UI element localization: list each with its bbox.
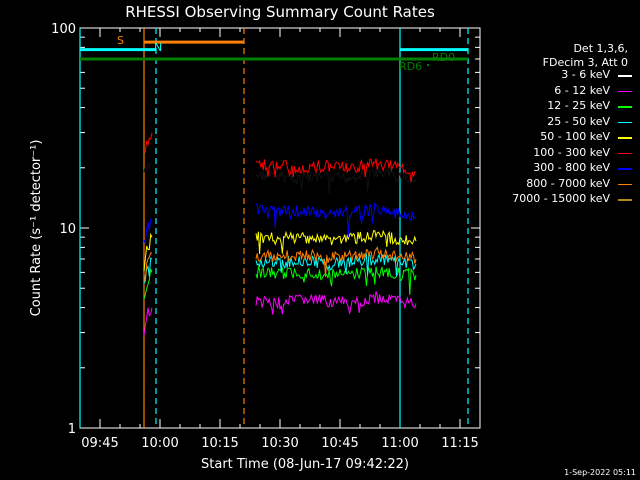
series-trace <box>143 252 153 283</box>
series-trace <box>255 291 417 315</box>
legend-header-line: FDecim 3, Att 0 <box>542 56 628 69</box>
legend-entry: 6 - 12 keV <box>486 84 638 99</box>
legend-entry-swatch <box>618 168 632 170</box>
legend-entry: 300 - 800 keV <box>486 161 638 176</box>
series-trace <box>255 252 417 277</box>
legend-entry: 3 - 6 keV <box>486 68 638 83</box>
series-300to800keV <box>143 202 417 244</box>
legend-entry-swatch <box>618 90 632 92</box>
flag-label-s: S <box>117 34 124 47</box>
legend-entry-label: 100 - 300 keV <box>533 145 610 159</box>
series-trace <box>143 218 153 244</box>
legend-entry: 25 - 50 keV <box>486 115 638 130</box>
y-axis-label: Count Rate (s⁻¹ detector⁻¹) <box>29 140 44 317</box>
chart-title: RHESSI Observing Summary Count Rates <box>125 3 435 21</box>
series-trace <box>255 167 417 194</box>
legend-entry-label: 7000 - 15000 keV <box>512 192 610 205</box>
series-trace <box>255 229 417 255</box>
series-trace <box>255 202 417 238</box>
x-tick-label: 09:45 <box>81 436 118 451</box>
legend-entry-swatch <box>618 137 632 139</box>
plot-frame <box>79 27 481 429</box>
series-50to100keV <box>143 229 417 272</box>
legend-entry-swatch <box>618 121 632 123</box>
x-tick-label: 10:15 <box>201 436 238 451</box>
series-6to12keV <box>143 291 417 336</box>
legend-entry: 12 - 25 keV <box>486 99 638 114</box>
legend-entry-swatch <box>618 183 632 185</box>
series-trace <box>143 132 153 154</box>
legend-entry-label: 25 - 50 keV <box>547 114 610 128</box>
legend-entry-swatch <box>618 106 632 108</box>
flag-label-rd0: RD0 <box>432 51 455 64</box>
legend-entry-label: 50 - 100 keV <box>540 130 610 143</box>
x-tick-label: 10:45 <box>321 436 358 451</box>
series-trace <box>143 307 153 336</box>
legend-entry-swatch <box>618 75 632 77</box>
legend-entry: 100 - 300 keV <box>486 146 638 161</box>
series-800to7000keV <box>143 246 417 283</box>
legend-entry-swatch <box>618 152 632 154</box>
x-tick-label: 11:00 <box>381 436 418 451</box>
series-100to300keV <box>143 132 417 183</box>
legend-entry-label: 300 - 800 keV <box>533 161 610 174</box>
legend-entry: 800 - 7000 keV <box>486 177 638 192</box>
flag-label-rd6: RD6 <box>399 60 422 73</box>
legend-entry-label: 6 - 12 keV <box>554 83 610 97</box>
series-trace <box>143 161 153 173</box>
legend-entry-label: 800 - 7000 keV <box>526 176 610 190</box>
x-axis-label: Start Time (08-Jun-17 09:42:22) <box>201 457 409 472</box>
legend-entry-swatch <box>618 199 632 201</box>
legend-entry: 50 - 100 keV <box>486 130 638 145</box>
legend-entry-label: 3 - 6 keV <box>561 68 610 81</box>
y-tick-label: 1 <box>68 422 76 437</box>
x-tick-label: 10:30 <box>261 436 298 451</box>
series-3to6keV <box>143 161 417 194</box>
legend-entry-label: 12 - 25 keV <box>547 99 610 112</box>
series-trace <box>255 265 417 295</box>
legend-entry: 7000 - 15000 keV <box>486 192 638 207</box>
flag-label-n: N <box>154 41 162 54</box>
x-tick-label: 11:15 <box>441 436 478 451</box>
series-trace <box>143 268 153 300</box>
flag-dot-rd6 <box>427 64 429 66</box>
series-trace <box>255 158 417 183</box>
series-12to25keV <box>143 265 417 300</box>
x-tick-label: 10:00 <box>141 436 178 451</box>
y-tick-label: 100 <box>51 22 76 37</box>
series-trace <box>143 232 153 272</box>
legend-header-line: Det 1,3,6, <box>573 42 628 55</box>
generated-timestamp: 1-Sep-2022 05:11 <box>564 468 636 477</box>
y-tick-label: 10 <box>59 222 76 237</box>
series-trace <box>255 246 417 277</box>
